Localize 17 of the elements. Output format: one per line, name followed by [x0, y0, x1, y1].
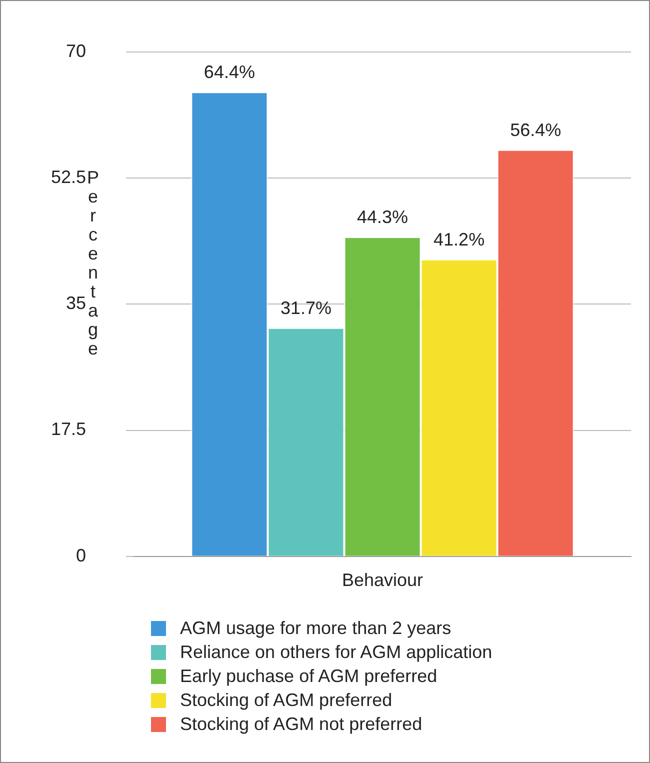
legend-label: Early puchase of AGM preferred — [180, 666, 438, 686]
data-label: 41.2% — [434, 229, 485, 250]
y-tick-label: 0 — [76, 545, 86, 566]
x-tick-label: Behaviour — [342, 570, 424, 590]
legend-label: Stocking of AGM not preferred — [180, 714, 422, 734]
data-label: 31.7% — [280, 298, 332, 318]
y-tick-label: 35 — [66, 293, 86, 314]
text: Percentage — [86, 168, 100, 359]
legend-label: Stocking of AGM preferred — [180, 690, 392, 710]
y-tick-label: 70 — [66, 40, 86, 61]
data-label: 56.4% — [510, 120, 562, 140]
data-label: 64.4% — [204, 62, 255, 82]
y-tick-label: 17.5 — [50, 419, 86, 440]
data-label: 44.3% — [356, 207, 408, 228]
legend-label: Reliance on others for AGM application — [180, 642, 492, 662]
legend-label: AGM usage for more than 2 years — [180, 618, 452, 638]
y-tick-label: 52.5 — [50, 166, 86, 187]
